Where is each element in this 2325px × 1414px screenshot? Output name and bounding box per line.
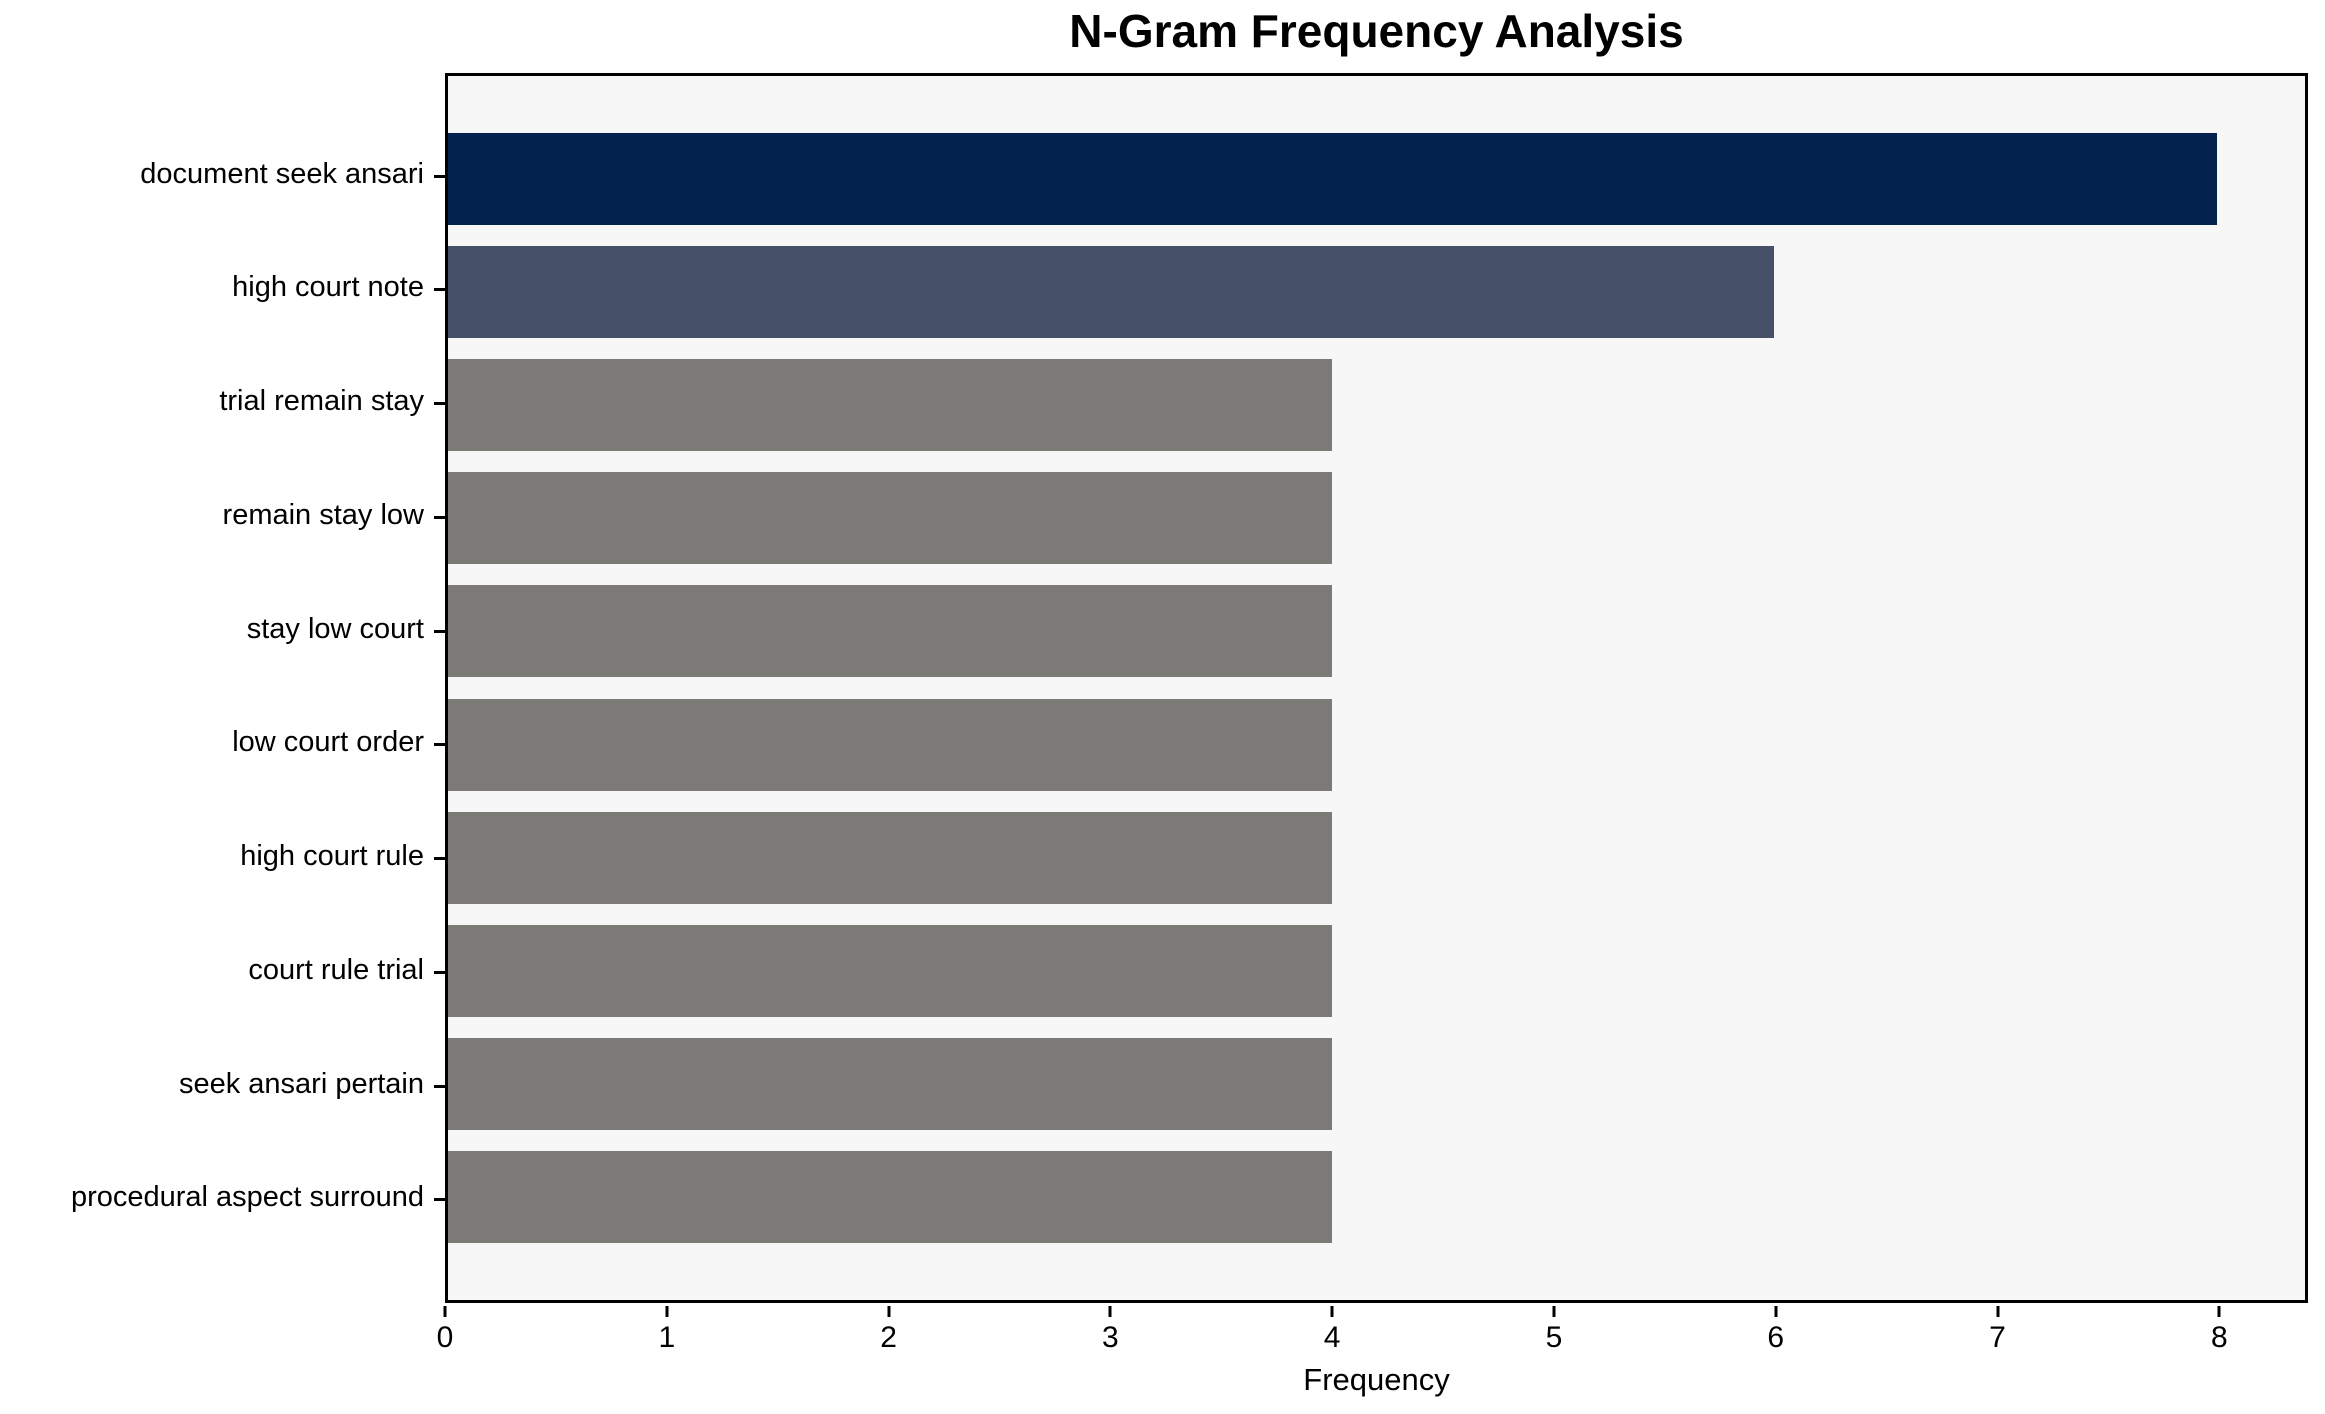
y-axis-labels: document seek ansari high court note trial… — [0, 73, 445, 1303]
y-tick-label: trial remain stay — [219, 385, 424, 418]
x-axis-title: Frequency — [1303, 1362, 1450, 1397]
y-tick: document seek ansari — [0, 130, 445, 222]
bar — [448, 1150, 1333, 1243]
y-tick-label: stay low court — [246, 612, 424, 645]
y-tick-mark — [434, 629, 445, 633]
bar-row — [448, 811, 2305, 904]
y-tick-mark — [434, 1198, 445, 1202]
x-tick-label: 4 — [1323, 1321, 1341, 1354]
y-tick: low court order — [0, 699, 445, 791]
bar-row — [448, 585, 2305, 678]
bar — [448, 698, 1333, 791]
bar — [448, 472, 1333, 565]
bar — [448, 133, 2217, 225]
bar — [448, 1037, 1333, 1130]
bar-row — [448, 924, 2305, 1017]
y-tick-label: court rule trial — [248, 953, 424, 986]
y-tick: court rule trial — [0, 926, 445, 1018]
x-tick-label: 1 — [658, 1321, 676, 1354]
x-tick-mark — [1108, 1306, 1112, 1317]
bar-row — [448, 1037, 2305, 1130]
y-tick-label: remain stay low — [222, 498, 424, 531]
y-tick-label: low court order — [232, 726, 424, 759]
x-tick-mark — [1552, 1306, 1556, 1317]
x-tick-label: 8 — [2210, 1321, 2228, 1354]
y-tick-mark — [434, 970, 445, 974]
bar-row — [448, 133, 2305, 225]
x-tick-label: 3 — [1102, 1321, 1119, 1354]
y-tick-label: document seek ansari — [140, 157, 424, 190]
bars-layer — [448, 76, 2305, 1300]
y-tick-mark — [434, 288, 445, 292]
y-tick: high court rule — [0, 813, 445, 905]
y-tick-label: seek ansari pertain — [178, 1067, 424, 1100]
y-tick-mark — [434, 515, 445, 519]
bar — [448, 585, 1333, 678]
bar — [448, 811, 1333, 904]
x-tick-label: 0 — [436, 1321, 454, 1354]
bar-row — [448, 1150, 2305, 1243]
y-tick-label: high court rule — [240, 840, 424, 873]
x-tick-label: 6 — [1767, 1321, 1785, 1354]
x-tick-mark — [1996, 1306, 1999, 1317]
y-tick-mark — [434, 402, 445, 406]
x-tick-label: 7 — [1989, 1321, 2006, 1354]
bar-row — [448, 472, 2305, 565]
y-tick-mark — [434, 174, 445, 178]
bar-row — [448, 698, 2305, 791]
bar — [448, 246, 1775, 339]
y-tick-mark — [434, 743, 445, 747]
plot-area — [445, 73, 2308, 1303]
y-tick-label: high court note — [232, 271, 424, 304]
x-tick-mark — [1330, 1306, 1334, 1317]
bar — [448, 924, 1333, 1017]
bar-row — [448, 359, 2305, 452]
x-tick-mark — [665, 1306, 669, 1317]
bar-row — [448, 246, 2305, 339]
y-tick-mark — [434, 857, 445, 861]
y-tick: remain stay low — [0, 471, 445, 563]
chart-title: N-Gram Frequency Analysis — [1069, 5, 1684, 57]
x-tick-mark — [443, 1306, 447, 1317]
y-tick-label: procedural aspect surround — [70, 1181, 424, 1214]
bar — [448, 359, 1333, 452]
x-tick-label: 2 — [880, 1321, 897, 1354]
x-tick-mark — [887, 1306, 891, 1317]
x-axis: 0 1 2 3 4 5 6 7 8 — [437, 1303, 2308, 1393]
x-tick-mark — [1774, 1306, 1778, 1317]
y-tick: procedural aspect surround — [0, 1154, 445, 1246]
x-tick-label: 5 — [1545, 1321, 1563, 1354]
y-tick: high court note — [0, 244, 445, 336]
y-tick: trial remain stay — [0, 358, 445, 450]
y-tick-mark — [434, 1084, 445, 1088]
y-tick: seek ansari pertain — [0, 1040, 445, 1132]
y-tick: stay low court — [0, 585, 445, 677]
x-tick-mark — [2217, 1306, 2221, 1317]
